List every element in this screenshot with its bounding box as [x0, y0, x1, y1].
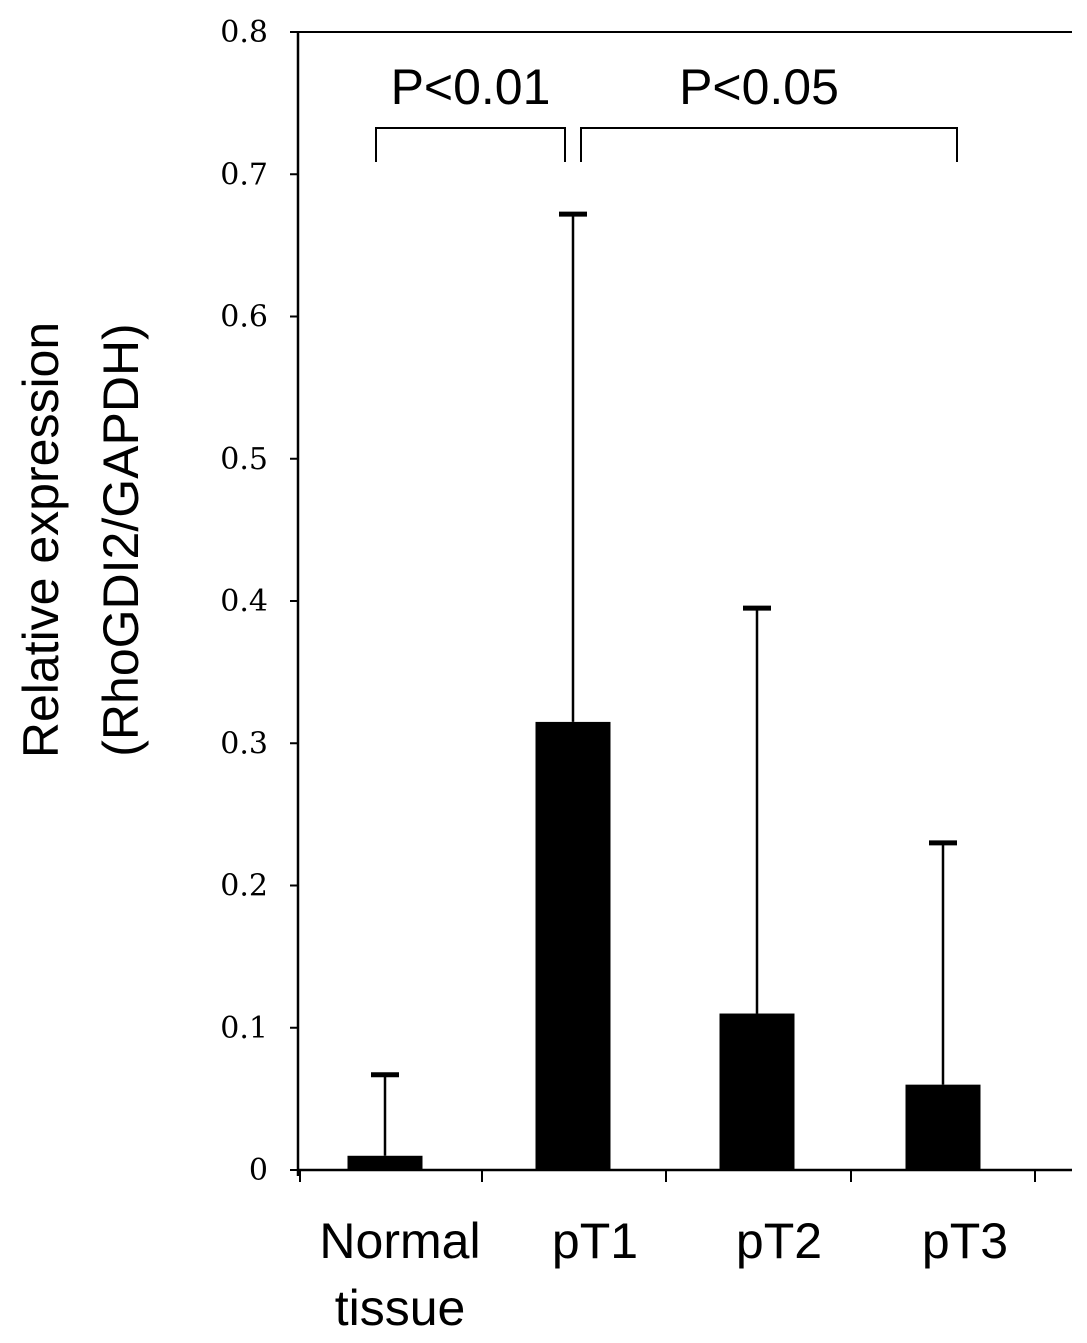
- error-bars: [371, 211, 957, 1156]
- bar: [905, 1084, 981, 1170]
- significance-annotations: P<0.01 P<0.05: [375, 59, 958, 162]
- p-value-label: P<0.05: [679, 59, 839, 115]
- y-axis-label-line: (RhoGDI2/GAPDH): [93, 323, 149, 756]
- y-tick-label: 0: [249, 1153, 268, 1188]
- y-ticks: 0 0.1 0.2 0.3 0.4 0.5 0.6 0.7 0.8: [220, 15, 298, 1188]
- axes: [296, 31, 1072, 1182]
- y-tick-label: 0.8: [220, 15, 268, 50]
- bar: [535, 721, 611, 1170]
- y-tick-label: 0.2: [220, 869, 268, 904]
- x-tick-labels: Normal tissue pT1 pT2 pT3: [319, 1213, 1008, 1336]
- x-tick-label: pT2: [736, 1213, 822, 1269]
- significance-bracket: [580, 127, 958, 162]
- significance-bracket: [375, 127, 566, 162]
- y-tick-label: 0.7: [220, 157, 268, 192]
- bar: [347, 1155, 423, 1170]
- y-axis-label-line: Relative expression: [13, 322, 69, 758]
- bar: [719, 1013, 795, 1170]
- x-tick-label: tissue: [335, 1280, 466, 1336]
- x-tick-label: pT3: [922, 1213, 1008, 1269]
- y-tick-label: 0.1: [220, 1011, 268, 1046]
- y-tick-label: 0.6: [220, 300, 268, 335]
- y-tick-label: 0.5: [220, 442, 268, 477]
- x-tick-label: Normal: [319, 1213, 480, 1269]
- bars: [347, 721, 981, 1170]
- y-tick-label: 0.3: [220, 726, 268, 761]
- y-axis-label: Relative expression (RhoGDI2/GAPDH): [13, 322, 149, 758]
- y-tick-label: 0.4: [220, 584, 268, 619]
- p-value-label: P<0.01: [391, 59, 551, 115]
- x-tick-label: pT1: [552, 1213, 638, 1269]
